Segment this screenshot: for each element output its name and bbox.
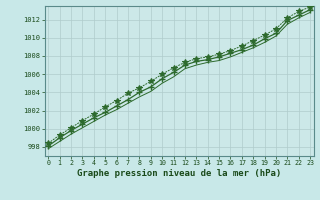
X-axis label: Graphe pression niveau de la mer (hPa): Graphe pression niveau de la mer (hPa) — [77, 169, 281, 178]
